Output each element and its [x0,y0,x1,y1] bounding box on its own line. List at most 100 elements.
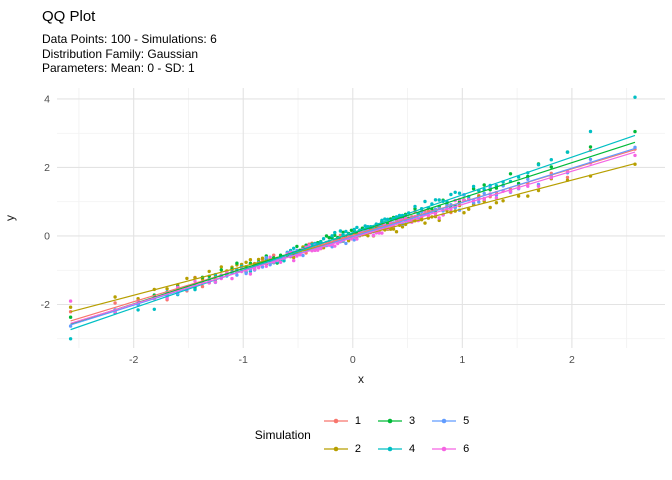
data-point-sim-2 [437,218,441,223]
data-point-sim-1 [113,301,117,305]
data-point-sim-6 [230,276,234,281]
data-point-sim-3 [349,228,354,232]
data-point-sim-6 [536,184,541,188]
legend-key-icon [323,446,348,452]
data-point-sim-2 [248,258,253,262]
chart-subtitle-line-1: Data Points: 100 - Simulations: 6 [42,32,217,46]
data-point-sim-2 [400,225,405,229]
x-tick-label: -2 [129,354,138,366]
data-point-sim-2 [501,199,505,203]
data-point-sim-4 [152,307,156,311]
data-point-sim-2 [423,221,427,225]
fit-lines-layer [70,134,636,331]
data-point-sim-4 [344,229,348,234]
data-point-sim-4 [310,242,314,246]
data-point-sim-4 [453,190,457,194]
data-point-sim-4 [136,308,140,312]
chart-subtitle-line-2: Distribution Family: Gaussian [42,46,199,61]
legend-label: 4 [408,443,416,455]
chart-subtitle-line-3: Parameters: Mean: 0 - SD: 1 [42,61,195,75]
x-tick-label: 1 [459,354,465,366]
data-point-sim-6 [633,153,637,158]
legend-item-sim-1: 1 [323,413,361,429]
data-point-sim-4 [457,191,462,195]
data-point-sim-3 [588,145,593,149]
data-point-sim-4 [352,227,356,232]
data-point-sim-4 [413,204,417,209]
x-tick-label: 0 [350,354,356,366]
data-point-sim-2 [292,255,296,260]
data-point-sim-6 [292,258,296,263]
data-point-sim-4 [588,129,593,134]
legend-item-sim-5: 5 [431,413,469,429]
data-point-sim-4 [633,95,637,99]
data-point-sim-5 [260,265,265,269]
data-point-sim-6 [307,243,311,248]
fit-line-sim-4 [70,134,636,331]
y-axis-title: y [3,215,17,221]
data-point-sim-1 [565,175,570,180]
chart-header: QQ Plot Data Points: 100 - Simulations: … [42,8,217,76]
data-point-sim-3 [633,129,637,134]
grid-layer [57,88,665,348]
data-point-sim-4 [449,192,453,197]
data-point-sim-2 [185,276,189,281]
fit-line-sim-6 [70,151,636,324]
data-point-sim-2 [391,227,396,231]
data-point-sim-2 [462,211,466,215]
data-point-sim-4 [423,199,427,204]
data-point-sim-5 [588,157,593,161]
data-point-sim-6 [213,280,218,284]
data-point-sim-6 [278,260,283,264]
data-point-sim-5 [264,256,268,260]
data-point-sim-2 [256,257,261,262]
qq-plot-canvas: -2 -1 0 1 2 -2 0 2 4 x y [3,88,665,386]
data-point-sim-2 [219,265,223,269]
legend-item-sim-3: 3 [377,413,415,429]
legend-key-icon [323,418,348,424]
legend-title: Simulation [254,428,311,442]
data-point-sim-6 [68,299,73,303]
data-point-sim-6 [268,255,272,259]
data-point-sim-2 [366,234,370,238]
data-point-sim-4 [338,229,343,233]
data-point-sim-5 [526,177,530,181]
data-point-sim-4 [565,150,570,154]
data-point-sim-3 [413,207,417,211]
x-axis-title: x [358,372,364,386]
data-point-sim-4 [383,217,387,221]
data-point-sim-3 [235,261,239,265]
x-tick-label: -1 [239,354,248,366]
y-tick-label: -2 [41,299,50,311]
data-point-sim-6 [377,231,381,235]
legend-key-icon [432,446,457,452]
chart-title: QQ Plot [42,8,96,25]
data-point-sim-4 [282,259,286,263]
data-point-sim-6 [355,237,359,241]
data-point-sim-4 [292,246,296,250]
y-tick-label: 0 [44,230,50,242]
data-point-sim-3 [324,234,329,238]
legend-label: 6 [463,443,470,455]
data-point-sim-3 [327,236,331,240]
legend-item-sim-6: 6 [431,441,469,457]
data-point-sim-5 [301,253,305,258]
data-point-sim-6 [316,248,320,252]
data-point-sim-2 [165,287,169,291]
fit-line-sim-3 [70,141,636,325]
data-point-sim-4 [549,158,553,162]
legend-label: 1 [354,415,361,427]
data-point-sim-2 [516,194,521,198]
data-point-sim-6 [371,233,376,238]
legend-key-icon [377,418,402,424]
data-point-sim-1 [200,284,205,289]
data-point-sim-4 [363,224,367,228]
legend-label: 2 [354,443,361,455]
legend-item-sim-2: 2 [323,441,361,457]
data-point-sim-6 [248,272,253,276]
data-point-sim-3 [219,268,223,272]
data-point-sim-3 [333,233,337,237]
data-point-sim-5 [235,273,239,277]
y-tick-label: 4 [44,93,50,105]
